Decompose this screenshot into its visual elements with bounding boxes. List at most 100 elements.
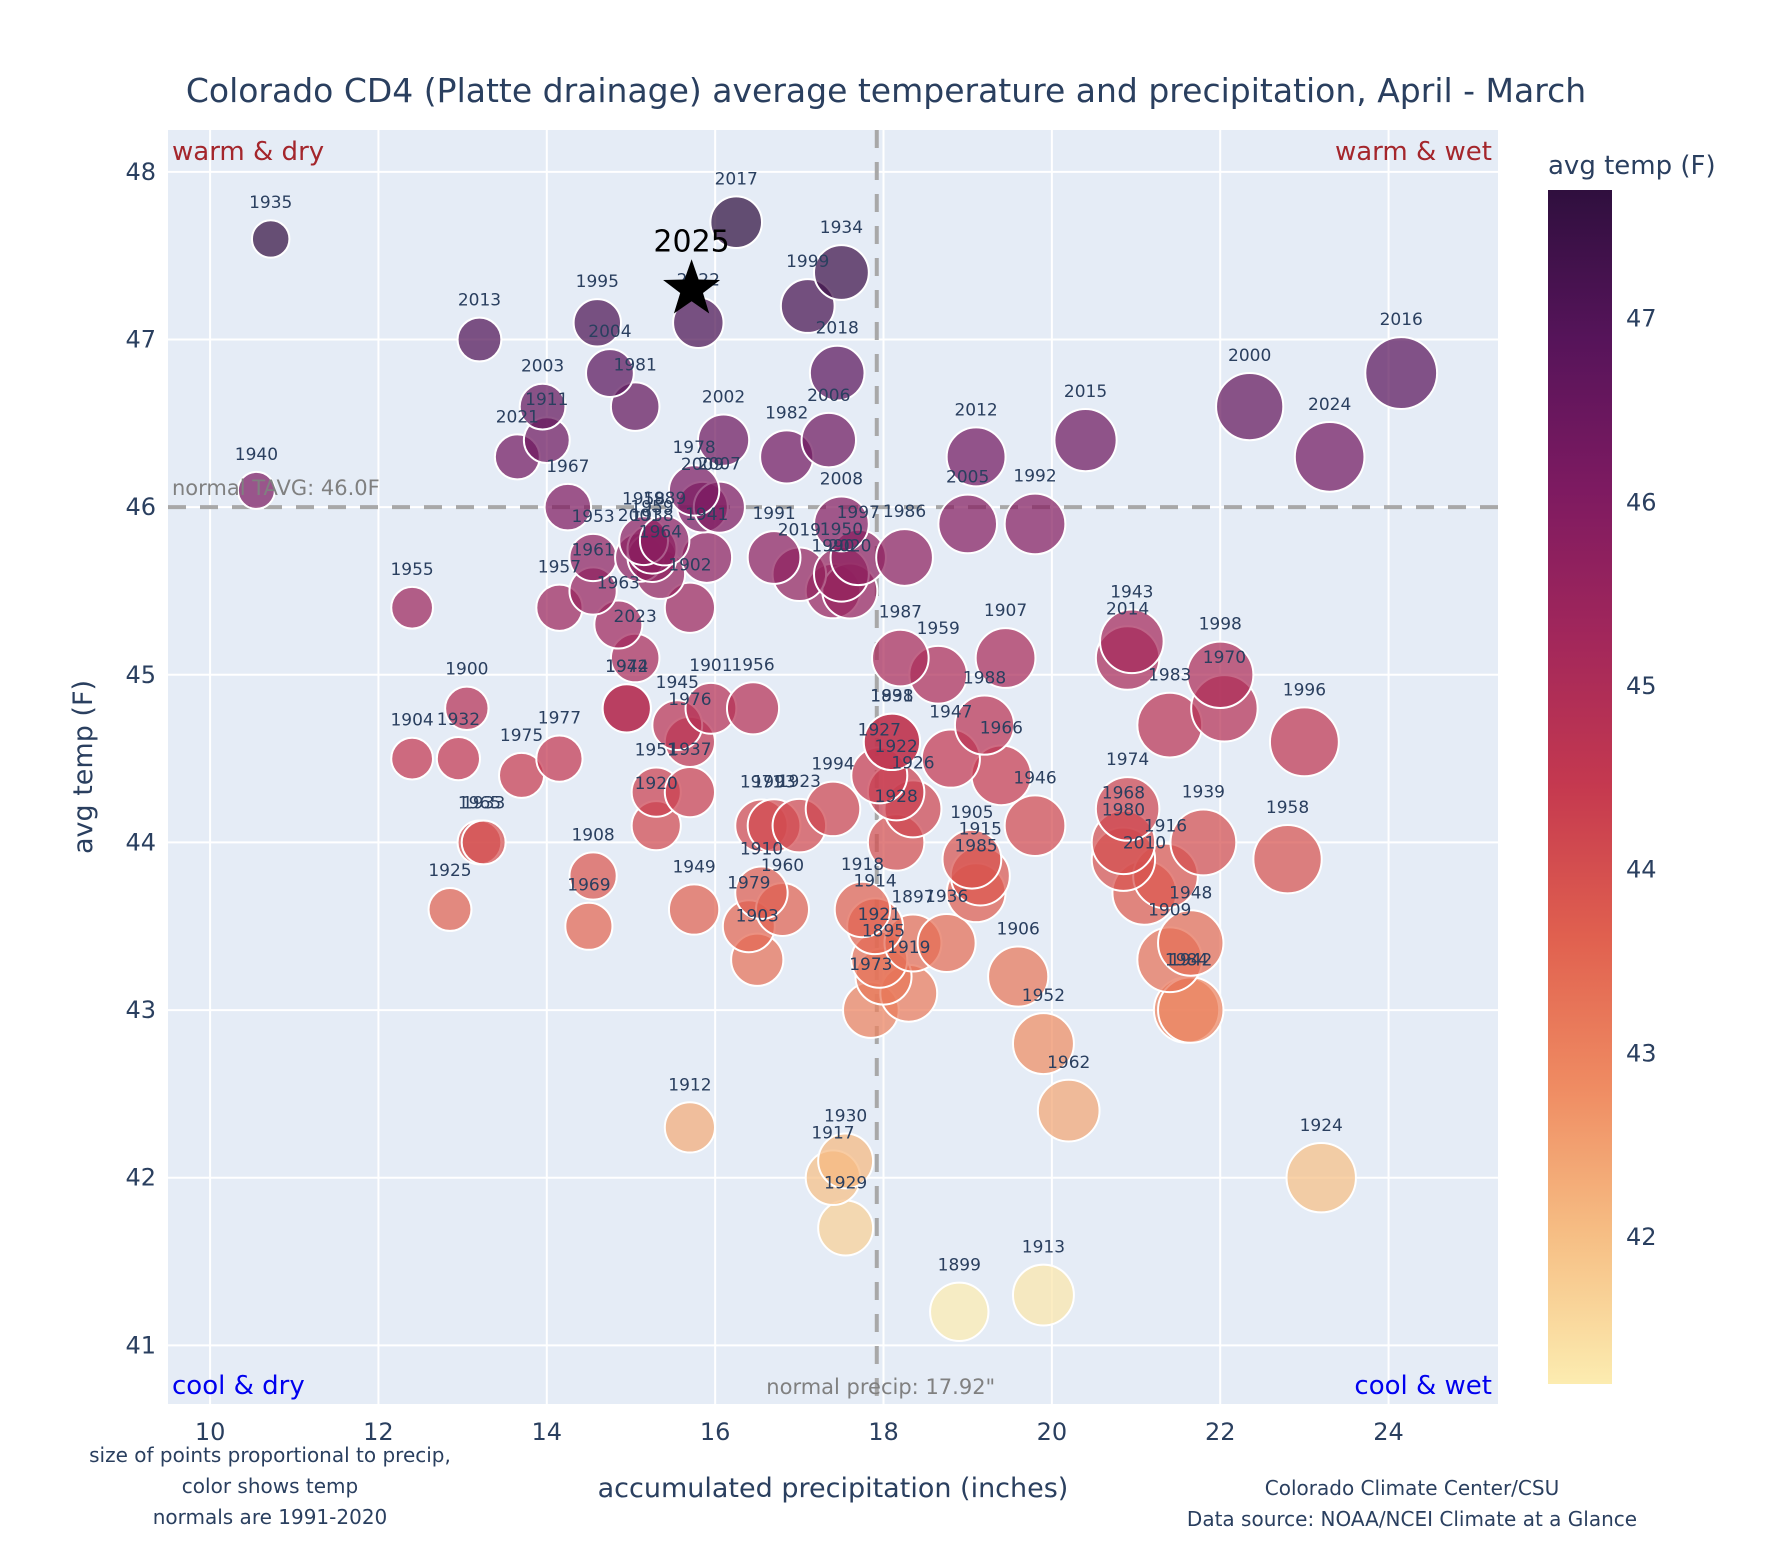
point-label: 1932 (437, 710, 480, 730)
data-point (941, 828, 1003, 890)
point-label: 1993 (752, 772, 795, 792)
point-label: 1922 (875, 737, 918, 757)
point-label: 1945 (656, 673, 699, 693)
data-point (427, 887, 473, 932)
data-point (667, 883, 721, 936)
data-point (1011, 1012, 1075, 1076)
point-label: 1930 (824, 1106, 867, 1126)
data-point (585, 348, 635, 398)
quadrant-label-cool-wet: cool & wet (1354, 1371, 1492, 1401)
colorbar-ticks: 42 43 44 45 46 47 (1626, 305, 1657, 1251)
normal-temp-label: normal TAVG: 46.0F (172, 476, 380, 500)
point-label: 1977 (538, 709, 581, 729)
data-point (871, 628, 930, 688)
data-point (1186, 640, 1255, 709)
point-label: 1967 (546, 457, 589, 477)
x-tick-label: 10 (195, 1418, 226, 1446)
point-label: 1987 (879, 603, 922, 623)
data-point (564, 901, 614, 951)
point-label: 1911 (525, 390, 568, 410)
point-label: 1989 (643, 489, 686, 509)
point-label: 1943 (1110, 582, 1153, 602)
point-label: 1999 (786, 252, 829, 272)
point-label: 1970 (1203, 648, 1246, 668)
point-label: 1972 (605, 657, 648, 677)
point-label: 1956 (731, 655, 774, 675)
quadrant-label-warm-dry: warm & dry (172, 137, 324, 167)
point-label: 2018 (816, 319, 859, 339)
point-label: 1944 (605, 657, 648, 677)
footnote-left: size of points proportional to precip, c… (89, 1443, 451, 1529)
data-point (696, 413, 751, 467)
point-label: 1991 (752, 504, 795, 524)
colorbar-tick-label: 45 (1626, 672, 1657, 700)
footnote-right-line: Colorado Climate Center/CSU (1265, 1476, 1559, 1500)
point-label: 1961 (571, 540, 614, 560)
point-label: 2008 (820, 470, 863, 490)
data-point (1053, 408, 1118, 473)
point-label: 2016 (1380, 310, 1423, 330)
point-label: 1973 (849, 955, 892, 975)
point-label: 2015 (1064, 382, 1107, 402)
point-label: 2007 (698, 455, 741, 475)
point-label: 1962 (1047, 1053, 1090, 1073)
point-label: 1974 (1106, 750, 1149, 770)
point-label: 1927 (858, 720, 901, 740)
data-point (804, 780, 862, 838)
point-label: 1925 (428, 861, 471, 881)
point-label: 1975 (500, 726, 543, 746)
point-label: 2023 (614, 607, 657, 627)
point-label: 1947 (929, 703, 972, 723)
data-point (1293, 421, 1366, 493)
point-label: 1966 (980, 719, 1023, 739)
point-label: 1918 (841, 855, 884, 875)
point-label: 1995 (576, 272, 619, 292)
point-label: 1921 (858, 905, 901, 925)
data-point (1099, 608, 1165, 675)
point-label: 2024 (1308, 395, 1351, 415)
highlight-year-label: 2025 (653, 224, 729, 259)
point-label: 1958 (1266, 798, 1309, 818)
data-point (945, 426, 1007, 488)
point-label: 2014 (1106, 599, 1149, 619)
point-label: 1915 (959, 819, 1002, 839)
footnote-left-line: normals are 1991-2020 (153, 1505, 388, 1529)
data-point (817, 1199, 875, 1257)
y-tick-label: 43 (125, 996, 156, 1024)
y-axis-title: avg temp (F) (68, 680, 99, 854)
point-label: 1986 (883, 502, 926, 522)
footnote-left-line: color shows temp (182, 1474, 358, 1498)
data-points (236, 195, 1439, 1342)
data-point (813, 244, 870, 301)
y-tick-label: 45 (125, 661, 156, 689)
point-label: 1985 (954, 836, 997, 856)
point-label: 1959 (630, 498, 673, 518)
data-point (1011, 1263, 1075, 1327)
data-point (813, 495, 870, 553)
y-tick-label: 44 (125, 828, 156, 856)
point-label: 2003 (521, 357, 564, 377)
data-point (746, 530, 802, 585)
point-label: 1997 (837, 503, 880, 523)
point-label: 1990 (811, 537, 854, 557)
point-label: 1917 (811, 1123, 854, 1143)
point-label: 2005 (946, 468, 989, 488)
data-point (937, 493, 999, 555)
point-label: 2012 (954, 400, 997, 420)
data-point (1157, 909, 1225, 977)
point-label: 1948 (1169, 883, 1212, 903)
point-label: 1910 (740, 840, 783, 860)
point-label: 1905 (950, 803, 993, 823)
data-point (1036, 1078, 1101, 1143)
data-point (779, 278, 836, 334)
point-label: 1979 (727, 873, 770, 893)
x-tick-label: 20 (1037, 1418, 1068, 1446)
data-point (593, 599, 644, 650)
data-point (833, 880, 892, 939)
point-label: 1900 (445, 660, 488, 680)
data-point (390, 585, 434, 630)
point-label: 1964 (639, 523, 682, 543)
point-label: 1904 (390, 711, 433, 731)
point-label: 2000 (1228, 346, 1271, 366)
